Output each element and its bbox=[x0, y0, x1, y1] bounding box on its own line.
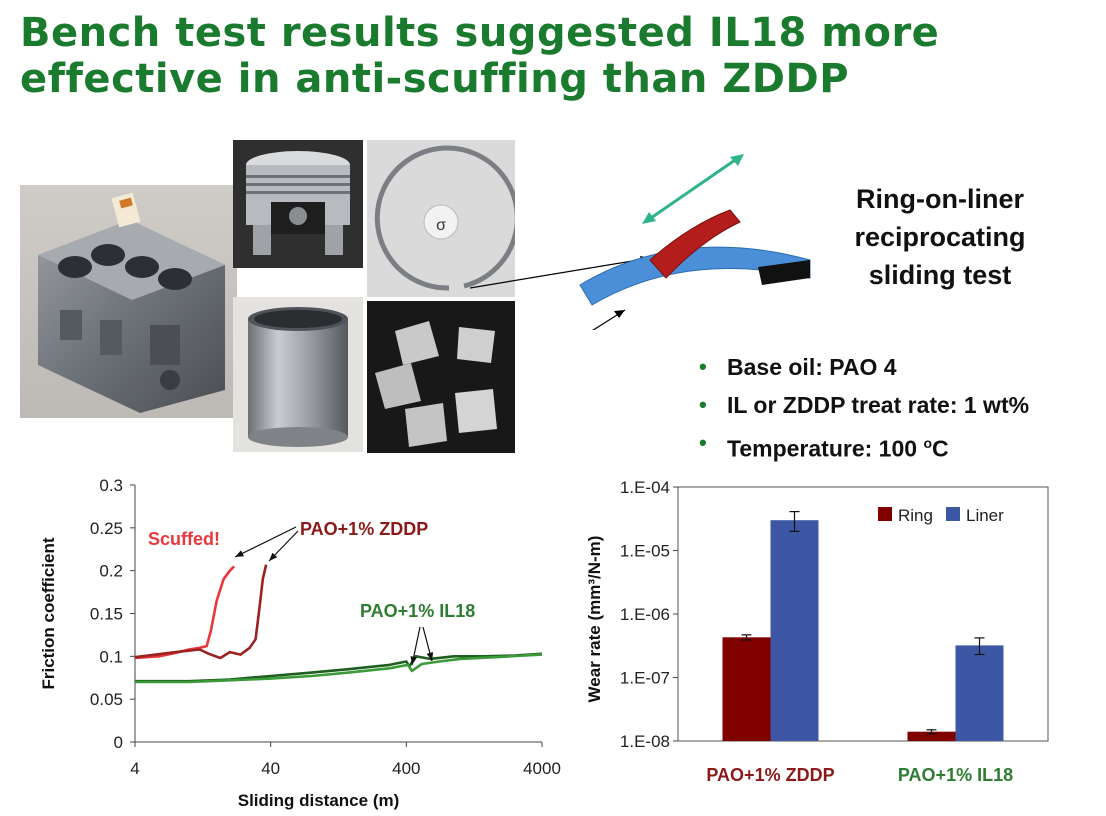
liner-segment-edge bbox=[758, 260, 810, 285]
zddp-arrow-to-curve-head bbox=[269, 552, 278, 561]
category-label: PAO+1% IL18 bbox=[898, 765, 1013, 785]
temperature-unit: C bbox=[932, 435, 949, 462]
il18-arrow-left-head bbox=[410, 656, 417, 665]
wear-rate-chart: 1.E-04 1.E-05 1.E-06 1.E-07 1.E-08 Wear rate … bbox=[585, 478, 1049, 785]
temperature-degree-mark: o bbox=[923, 435, 932, 451]
y-tick-label: 0.1 bbox=[99, 647, 123, 666]
liner-coupons-photo bbox=[367, 301, 515, 453]
x-tick-label: 40 bbox=[261, 759, 280, 778]
zddp-series-annotation: PAO+1% ZDDP bbox=[300, 519, 428, 539]
motion-arrowhead-left bbox=[642, 212, 656, 224]
zddp-arrow-to-scuffed-head bbox=[235, 550, 244, 557]
legend-swatch-ring bbox=[878, 507, 892, 521]
bar-liner-2 bbox=[955, 645, 1004, 741]
friction-series-line-3 bbox=[135, 652, 543, 683]
temperature-prefix: Temperature: 100 bbox=[727, 435, 924, 462]
y-tick-label: 1.E-06 bbox=[620, 605, 670, 624]
x-tick-label: 4000 bbox=[523, 759, 561, 778]
test-method-label-line: reciprocating bbox=[854, 222, 1026, 252]
bullet-temperature: • Temperature: 100 oC bbox=[695, 424, 1029, 462]
bullet-treat-rate: • IL or ZDDP treat rate: 1 wt% bbox=[695, 386, 1029, 424]
scuffed-annotation: Scuffed! bbox=[148, 529, 220, 549]
y-tick-label: 0.3 bbox=[99, 476, 123, 495]
legend-label-liner: Liner bbox=[966, 506, 1004, 525]
y-tick-label: 1.E-07 bbox=[620, 669, 670, 688]
slide-title-line-1: Bench test results suggested IL18 more bbox=[20, 10, 940, 56]
ring-segment-shape bbox=[649, 209, 741, 279]
x-tick-label: 4 bbox=[130, 759, 139, 778]
il18-arrow-right-head bbox=[426, 652, 434, 661]
y-axis-title: Friction coefficient bbox=[39, 537, 58, 689]
engine-block-photo bbox=[20, 185, 237, 418]
friction-series-line-4 bbox=[135, 653, 543, 684]
category-label: PAO+1% ZDDP bbox=[706, 765, 834, 785]
svg-text:σ: σ bbox=[436, 217, 446, 234]
bar-ring-1 bbox=[722, 637, 771, 741]
y-tick-label: 0.2 bbox=[99, 562, 123, 581]
slide-title: Bench test results suggested IL18 more e… bbox=[20, 10, 1100, 102]
test-method-label-line: Ring-on-liner bbox=[856, 184, 1024, 214]
y-tick-label: 0.05 bbox=[90, 690, 123, 709]
y-tick-label: 1.E-05 bbox=[620, 542, 670, 561]
il18-series-annotation: PAO+1% IL18 bbox=[360, 601, 475, 621]
pointer-line-coupon bbox=[592, 309, 626, 330]
y-axis-title: Wear rate (mm³/N-m) bbox=[585, 536, 604, 703]
y-tick-label: 1.E-08 bbox=[620, 732, 670, 751]
y-tick-label: 0 bbox=[114, 733, 123, 752]
bullet-dot-icon: • bbox=[699, 354, 707, 379]
legend-swatch-liner bbox=[946, 507, 960, 521]
liner-photo bbox=[233, 297, 363, 452]
x-axis-title: Sliding distance (m) bbox=[238, 791, 400, 810]
friction-series-line-2 bbox=[134, 564, 268, 660]
friction-coefficient-chart: 0 0.05 0.1 0.15 0.2 0.25 0.3 4 40 400 4000 Sliding … bbox=[39, 476, 561, 810]
bullet-dot-icon: • bbox=[699, 430, 707, 455]
ring-photo: σ bbox=[367, 140, 515, 297]
ring-on-liner-diagram bbox=[470, 154, 811, 330]
y-tick-label: 1.E-04 bbox=[620, 478, 670, 497]
bullet-dot-icon: • bbox=[699, 392, 707, 417]
test-conditions-list: • Base oil: PAO 4 • IL or ZDDP treat rate:… bbox=[695, 348, 1029, 462]
test-method-label-line: sliding test bbox=[868, 260, 1012, 290]
reciprocating-motion-arrow bbox=[647, 156, 739, 222]
motion-arrowhead-right bbox=[730, 154, 744, 166]
pointer-arrowhead-coupon bbox=[614, 310, 625, 318]
legend-label-ring: Ring bbox=[898, 506, 933, 525]
x-tick-label: 400 bbox=[392, 759, 420, 778]
test-method-label: Ring-on-liner reciprocating sliding test bbox=[820, 180, 1060, 294]
slide-title-line-2: effective in anti-scuffing than ZDDP bbox=[20, 56, 850, 102]
bar-ring-2 bbox=[907, 731, 956, 741]
friction-series-line-1 bbox=[134, 565, 236, 660]
zddp-arrow-to-scuffed bbox=[234, 526, 297, 558]
bar-liner-1 bbox=[770, 520, 819, 741]
bullet-text: IL or ZDDP treat rate: 1 wt% bbox=[727, 392, 1030, 418]
piston-photo bbox=[233, 140, 363, 268]
y-tick-label: 0.25 bbox=[90, 519, 123, 538]
y-tick-label: 0.15 bbox=[90, 605, 123, 624]
bullet-base-oil: • Base oil: PAO 4 bbox=[695, 348, 1029, 386]
pointer-line-ring bbox=[470, 257, 651, 289]
bullet-text: Base oil: PAO 4 bbox=[727, 354, 897, 380]
